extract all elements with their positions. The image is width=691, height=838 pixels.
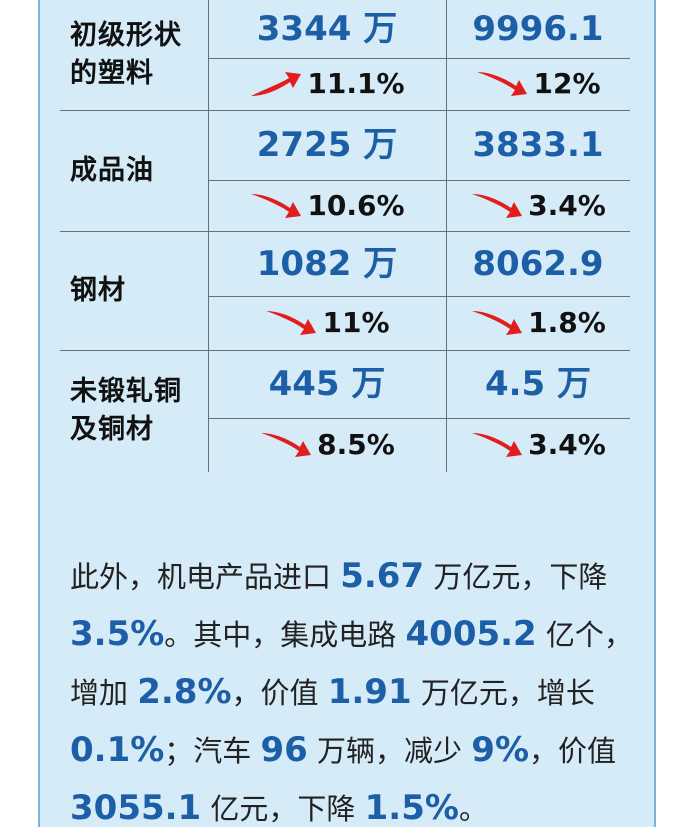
down-arrow-icon (472, 433, 523, 457)
row-label-line: 未锻轧铜 (70, 376, 182, 407)
amount-value: 8062.9 (472, 243, 604, 284)
paragraph-text: 。其中，集成电路 (164, 618, 406, 652)
row-label-line: 的塑料 (70, 58, 154, 89)
highlight-number: 0.1% (70, 730, 165, 770)
change-percent: 1.8% (528, 306, 606, 339)
row-label-line: 钢材 (70, 274, 126, 306)
row-label-line: 及铜材 (70, 414, 154, 445)
amount-value: 3833.1 (472, 125, 604, 165)
quantity-value: 2725 万 (256, 125, 398, 165)
row-label-line: 初级形状 (70, 20, 182, 51)
quantity-change: 10.6% (208, 189, 446, 223)
highlight-number: 9% (471, 730, 530, 770)
quantity-value: 3344 万 (256, 9, 398, 49)
amount-value: 4.5 万 (484, 364, 592, 404)
cell-divider (208, 296, 630, 297)
down-arrow-icon (251, 193, 302, 218)
paragraph-text: ；汽车 (164, 734, 261, 768)
amount-change: 3.4% (446, 428, 630, 462)
quantity-change: 8.5% (208, 428, 446, 462)
paragraph-text: 万亿元，增长 (411, 676, 595, 710)
row-label: 成品油 (70, 152, 154, 190)
highlight-number: 1.5% (364, 788, 459, 828)
row-label: 钢材 (70, 272, 126, 310)
down-arrow-icon (472, 311, 523, 335)
amount-value: 9996.1 (472, 9, 604, 49)
paragraph-text: ，价值 (231, 676, 328, 710)
change-percent: 11.1% (307, 67, 405, 100)
change-percent: 11% (322, 306, 390, 339)
row-divider (60, 350, 630, 351)
up-arrow-icon (251, 72, 302, 96)
change-percent: 12% (533, 67, 601, 100)
amount-change: 1.8% (446, 306, 630, 340)
highlight-number: 3055.1 (70, 788, 202, 828)
cell-divider (208, 418, 630, 419)
highlight-number: 2.8% (137, 672, 232, 712)
row-divider (60, 231, 630, 232)
paragraph-text: 亿元，下降 (201, 792, 365, 826)
amount-change: 3.4% (446, 189, 630, 223)
change-percent: 3.4% (528, 428, 606, 461)
summary-paragraph: 此外，机电产品进口 5.67 万亿元，下降 3.5%。其中，集成电路 4005.… (70, 548, 635, 838)
table-column-divider (208, 0, 209, 472)
paragraph-text: 万辆，减少 (307, 734, 472, 768)
paragraph-text: 万亿元，下降 (424, 560, 608, 594)
cell-divider (208, 58, 630, 59)
quantity-value: 445 万 (268, 364, 386, 404)
highlight-number: 5.67 (340, 556, 425, 596)
quantity-change: 11.1% (208, 67, 446, 101)
change-percent: 8.5% (317, 428, 395, 461)
quantity-value: 1082 万 (256, 243, 398, 284)
paragraph-text: ，价值 (529, 734, 617, 768)
highlight-number: 4005.2 (405, 614, 537, 654)
row-label: 未锻轧铜 及铜材 (70, 373, 182, 449)
down-arrow-icon (477, 72, 528, 96)
cell-divider (208, 180, 630, 181)
quantity-change: 11% (208, 306, 446, 340)
change-percent: 3.4% (528, 188, 606, 222)
paragraph-text: 亿个，增加 (70, 618, 633, 710)
table-column-divider (446, 0, 447, 472)
row-label: 初级形状 的塑料 (70, 17, 182, 93)
highlight-number: 1.91 (327, 672, 412, 712)
down-arrow-icon (266, 311, 317, 335)
highlight-number: 96 (260, 730, 308, 770)
paragraph-text: 此外，机电产品进口 (70, 560, 341, 594)
down-arrow-icon (472, 193, 523, 218)
row-divider (60, 110, 630, 111)
change-percent: 10.6% (307, 188, 405, 222)
highlight-number: 3.5% (70, 614, 165, 654)
amount-change: 12% (446, 67, 630, 101)
row-label-line: 成品油 (70, 154, 154, 186)
down-arrow-icon (261, 433, 312, 457)
data-panel: 初级形状的塑料 3344 万 9996.1 11.1% 12% 成品油 2725 万 3833… (38, 0, 656, 828)
paragraph-text: 。 (458, 792, 488, 826)
